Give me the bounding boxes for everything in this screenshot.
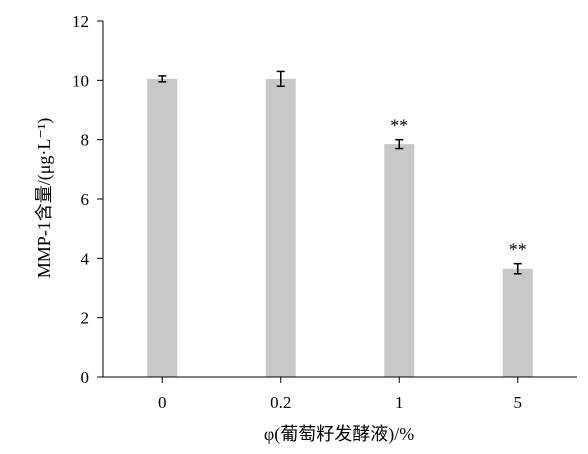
y-tick-label-2: 4 [81, 249, 90, 268]
bar-2 [384, 144, 415, 377]
y-tick-label-6: 12 [72, 12, 89, 31]
bar-1 [265, 78, 296, 377]
bar-0 [147, 78, 178, 377]
y-tick-label-5: 10 [72, 71, 89, 90]
significance-label-2: ** [390, 116, 408, 136]
x-tick-label-0: 0 [158, 393, 167, 412]
y-tick-label-1: 2 [81, 309, 90, 328]
y-tick-label-0: 0 [81, 368, 90, 387]
x-tick-label-1: 0.2 [270, 393, 291, 412]
y-tick-label-3: 6 [81, 190, 90, 209]
bar-3 [502, 268, 533, 377]
x-tick-label-3: 5 [514, 393, 523, 412]
significance-label-3: ** [509, 240, 527, 260]
y-axis-title: MMP-1含量/(μg·L⁻¹) [34, 118, 55, 279]
x-tick-label-2: 1 [395, 393, 404, 412]
plot-area: 0 0.2 ** 1 ** 5 0 2 4 6 8 10 12 [72, 12, 577, 412]
x-axis-title: φ(葡萄籽发酵液)/% [264, 424, 414, 445]
y-tick-label-4: 8 [81, 131, 90, 150]
